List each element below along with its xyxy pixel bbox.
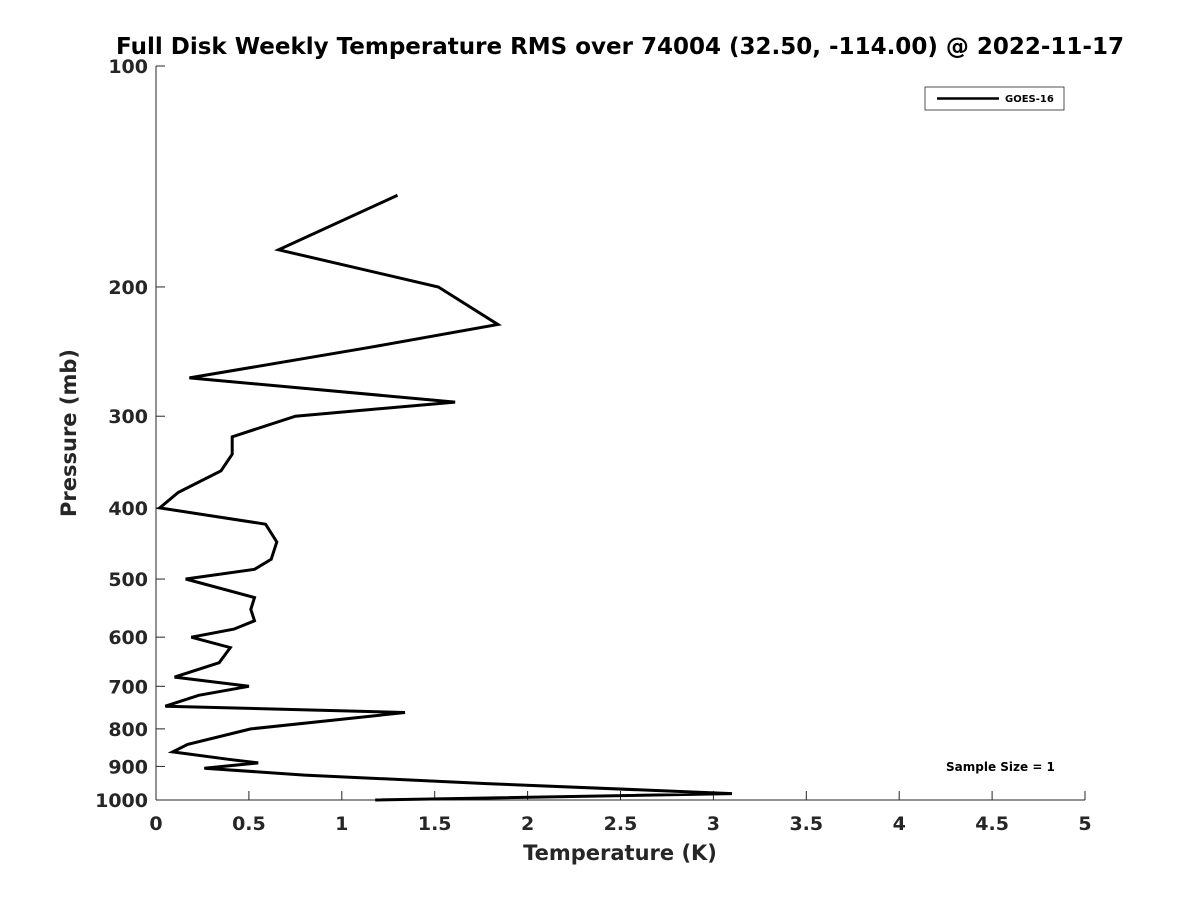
series-line-0 xyxy=(156,193,733,802)
y-tick-label: 600 xyxy=(108,627,148,649)
x-tick-label: 4 xyxy=(893,813,906,835)
legend: GOES-16 xyxy=(924,86,1065,111)
y-tick-label: 500 xyxy=(108,569,148,591)
legend-label: GOES-16 xyxy=(1005,94,1054,105)
y-tick-label: 800 xyxy=(108,719,148,741)
y-axis-label: Pressure (mb) xyxy=(57,349,81,517)
axes xyxy=(155,66,1085,801)
chart-title: Full Disk Weekly Temperature RMS over 74… xyxy=(116,34,1124,60)
x-tick-label: 3.5 xyxy=(789,813,823,835)
x-tick-label: 0 xyxy=(149,813,162,835)
series-layer xyxy=(156,193,733,802)
y-tick-label: 1000 xyxy=(95,790,148,812)
y-ticks: 100 200 300 400 500 600 700 800 900 1000 xyxy=(95,56,165,812)
y-tick-label: 100 xyxy=(108,56,148,78)
y-tick-label: 900 xyxy=(108,756,148,778)
y-tick-label: 300 xyxy=(108,406,148,428)
y-tick-label: 700 xyxy=(108,676,148,698)
x-tick-label: 2 xyxy=(521,813,534,835)
x-tick-label: 5 xyxy=(1078,813,1091,835)
x-tick-label: 2.5 xyxy=(604,813,638,835)
sample-size-annotation: Sample Size = 1 xyxy=(946,760,1055,774)
x-tick-label: 3 xyxy=(707,813,720,835)
x-axis-label: Temperature (K) xyxy=(523,841,717,865)
x-ticks: 0 0.5 1 1.5 2 2.5 3 3.5 4 4.5 5 xyxy=(149,791,1092,835)
x-tick-label: 1.5 xyxy=(418,813,452,835)
x-tick-label: 1 xyxy=(335,813,348,835)
y-tick-label: 400 xyxy=(108,498,148,520)
x-tick-label: 0.5 xyxy=(232,813,266,835)
x-tick-label: 4.5 xyxy=(975,813,1009,835)
y-tick-label: 200 xyxy=(108,277,148,299)
